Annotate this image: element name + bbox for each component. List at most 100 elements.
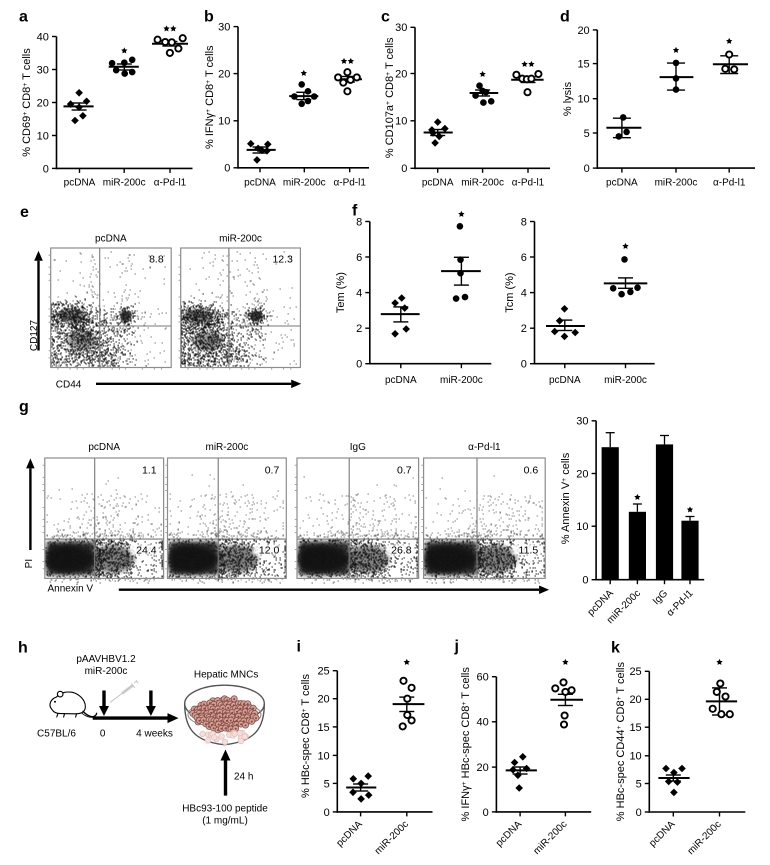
svg-text:20: 20: [629, 694, 641, 706]
svg-text:miR-200c: miR-200c: [85, 666, 128, 677]
svg-text:% CD107a+ CD8+ T cells: % CD107a+ CD8+ T cells: [384, 37, 396, 158]
svg-text:10: 10: [218, 116, 230, 128]
svg-text:pcDNA: pcDNA: [422, 178, 454, 189]
svg-text:8: 8: [356, 216, 362, 228]
svg-text:15: 15: [317, 722, 329, 734]
svg-text:4 weeks: 4 weeks: [136, 729, 173, 740]
svg-text:26.8: 26.8: [391, 544, 412, 556]
svg-text:0: 0: [224, 163, 230, 175]
svg-text:k: k: [611, 640, 620, 657]
svg-text:b: b: [204, 8, 214, 25]
svg-text:% IFNγ+ HBc-spec CD8+ T cells: % IFNγ+ HBc-spec CD8+ T cells: [460, 667, 472, 822]
svg-text:a: a: [19, 8, 28, 25]
svg-text:α-Pd-l1: α-Pd-l1: [154, 178, 187, 189]
svg-text:e: e: [20, 204, 29, 221]
svg-text:miR-200c: miR-200c: [655, 178, 698, 189]
svg-text:CD44: CD44: [56, 380, 82, 391]
svg-text:% CD69+ CD8+ T cells: % CD69+ CD8+ T cells: [21, 48, 33, 157]
svg-text:α-Pd-l1: α-Pd-l1: [512, 178, 545, 189]
svg-text:0: 0: [356, 359, 362, 371]
svg-text:0.7: 0.7: [265, 464, 280, 476]
svg-text:pcDNA: pcDNA: [64, 178, 96, 189]
svg-text:c: c: [381, 8, 390, 25]
svg-text:PI: PI: [24, 559, 35, 568]
svg-text:6: 6: [356, 252, 362, 264]
svg-text:20: 20: [37, 97, 49, 109]
svg-text:pAAVHBV1.2: pAAVHBV1.2: [76, 654, 136, 665]
svg-text:5: 5: [636, 778, 642, 790]
svg-text:10: 10: [577, 94, 589, 106]
svg-text:α-Pd-l1: α-Pd-l1: [333, 178, 366, 189]
svg-text:20: 20: [395, 68, 407, 80]
svg-text:20: 20: [477, 762, 489, 774]
svg-text:j: j: [454, 638, 459, 655]
svg-text:Hepatic MNCs: Hepatic MNCs: [194, 670, 258, 681]
svg-text:IgG: IgG: [350, 442, 366, 453]
svg-text:10: 10: [629, 751, 641, 763]
svg-text:% HBc-spec CD44+ CD8+ T cells: % HBc-spec CD44+ CD8+ T cells: [615, 662, 627, 822]
svg-text:12.0: 12.0: [259, 544, 280, 556]
svg-text:0.6: 0.6: [524, 464, 539, 476]
svg-text:0: 0: [100, 729, 106, 740]
svg-text:2: 2: [356, 323, 362, 335]
svg-text:0: 0: [483, 807, 489, 819]
svg-text:30: 30: [37, 64, 49, 76]
svg-text:20: 20: [577, 25, 589, 37]
svg-text:miR-200c: miR-200c: [206, 442, 249, 453]
svg-text:30: 30: [395, 22, 407, 34]
svg-text:40: 40: [37, 31, 49, 43]
svg-text:α-Pd-l1: α-Pd-l1: [713, 178, 746, 189]
svg-text:0: 0: [582, 575, 588, 587]
svg-text:10: 10: [317, 750, 329, 762]
svg-text:% Annexin V+ cells: % Annexin V+ cells: [560, 452, 572, 544]
svg-text:11.5: 11.5: [519, 544, 539, 556]
svg-text:C57BL/6: C57BL/6: [37, 729, 76, 740]
svg-text:5: 5: [584, 128, 590, 140]
svg-text:g: g: [19, 399, 29, 416]
svg-text:0.7: 0.7: [397, 464, 412, 476]
svg-text:60: 60: [477, 672, 489, 684]
svg-text:Tem (%): Tem (%): [335, 272, 347, 313]
svg-text:0: 0: [636, 807, 642, 819]
svg-text:0: 0: [584, 163, 590, 175]
svg-text:i: i: [297, 639, 301, 656]
svg-text:5: 5: [324, 778, 330, 790]
svg-text:h: h: [18, 640, 28, 657]
svg-text:4: 4: [521, 288, 527, 300]
svg-text:pcDNA: pcDNA: [606, 178, 638, 189]
svg-text:12.3: 12.3: [272, 254, 293, 266]
svg-text:15: 15: [629, 722, 641, 734]
svg-text:f: f: [352, 203, 358, 220]
svg-text:0: 0: [401, 163, 407, 175]
svg-text:pcDNA: pcDNA: [385, 375, 417, 386]
svg-text:20: 20: [576, 468, 588, 480]
svg-text:HBc93-100 peptide: HBc93-100 peptide: [182, 804, 268, 815]
svg-text:10: 10: [576, 521, 588, 533]
svg-text:4: 4: [356, 288, 362, 300]
svg-text:10: 10: [395, 116, 407, 128]
svg-text:pcDNA: pcDNA: [549, 375, 581, 386]
svg-text:α-Pd-l1: α-Pd-l1: [468, 442, 501, 453]
svg-text:% HBc-spec CD8+ T cells: % HBc-spec CD8+ T cells: [300, 674, 312, 799]
svg-text:pcDNA: pcDNA: [95, 234, 127, 245]
svg-text:Annexin V: Annexin V: [48, 584, 94, 595]
svg-text:% lysis: % lysis: [562, 81, 574, 116]
svg-text:CD127: CD127: [29, 320, 40, 352]
svg-text:0: 0: [521, 359, 527, 371]
svg-text:pcDNA: pcDNA: [88, 442, 120, 453]
svg-text:Tcm (%): Tcm (%): [504, 272, 516, 312]
svg-text:miR-200c: miR-200c: [461, 178, 504, 189]
svg-text:24 h: 24 h: [234, 772, 253, 783]
svg-text:20: 20: [317, 694, 329, 706]
svg-text:d: d: [560, 8, 570, 25]
svg-text:miR-200c: miR-200c: [440, 375, 483, 386]
svg-text:6: 6: [521, 252, 527, 264]
svg-text:2: 2: [521, 323, 527, 335]
svg-text:25: 25: [629, 666, 641, 678]
svg-text:miR-200c: miR-200c: [604, 375, 647, 386]
svg-text:25: 25: [317, 666, 329, 678]
svg-text:40: 40: [477, 717, 489, 729]
svg-text:20: 20: [218, 69, 230, 81]
svg-text:24.4: 24.4: [136, 544, 157, 556]
svg-text:0: 0: [324, 807, 330, 819]
